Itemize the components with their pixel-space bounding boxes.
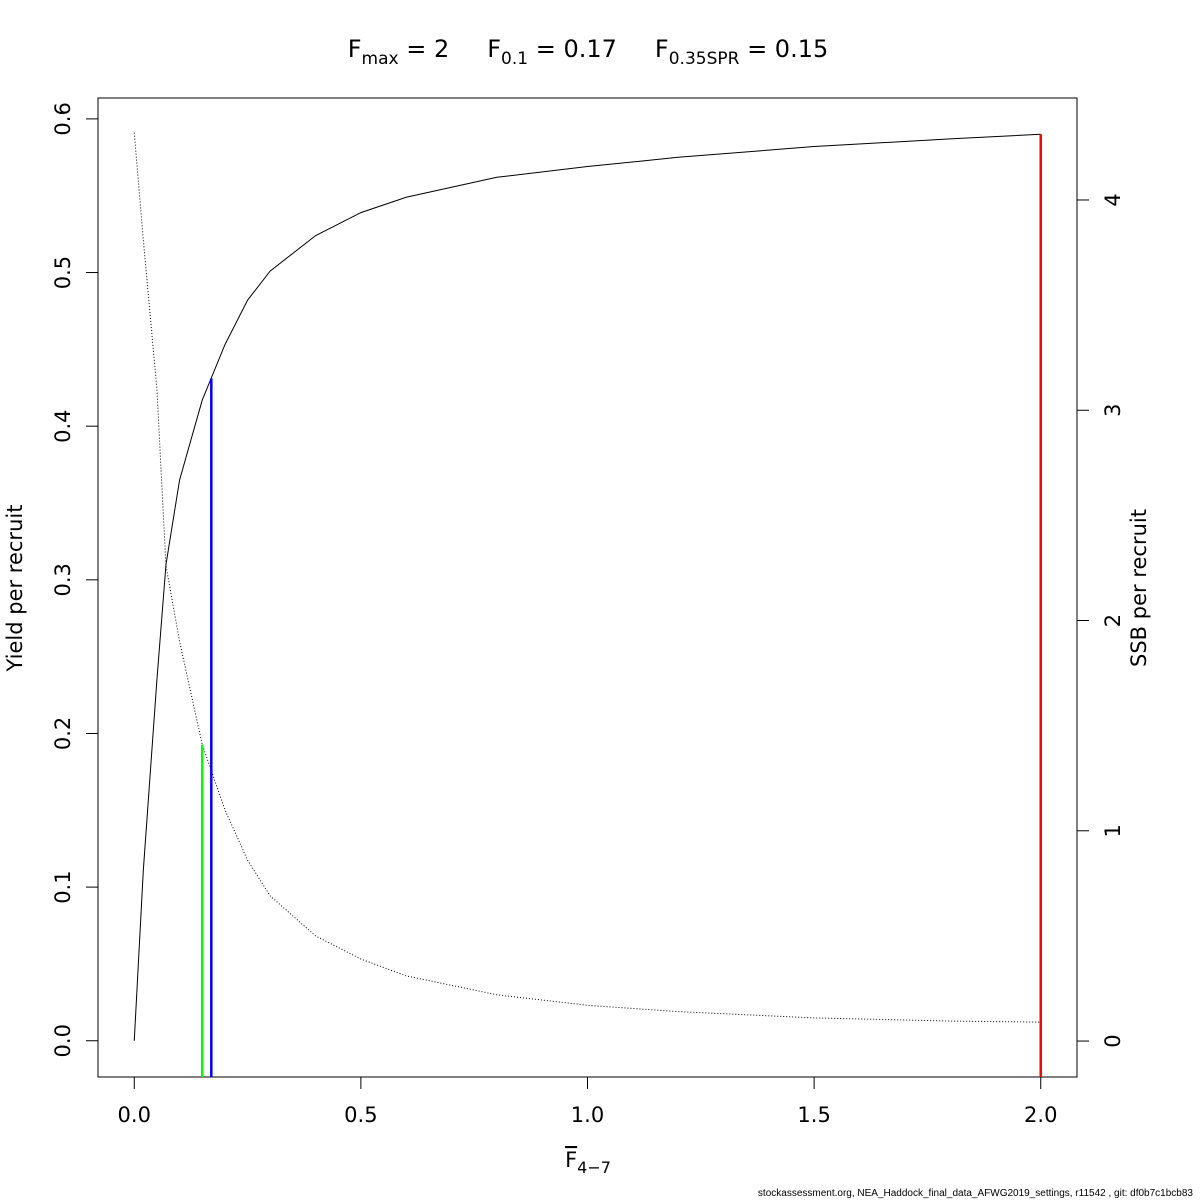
x-tick-label: 2.0 xyxy=(1024,1103,1057,1127)
y-tick-label: 0.5 xyxy=(51,256,75,289)
x-tick-label: 1.0 xyxy=(571,1103,604,1127)
y2-tick-label: 3 xyxy=(1101,404,1125,417)
y-tick-label: 0.2 xyxy=(51,717,75,750)
x-tick-label: 0.0 xyxy=(118,1103,151,1127)
y-axis-label: Yield per recruit xyxy=(3,505,27,673)
y2-tick-label: 0 xyxy=(1101,1034,1125,1047)
data-line xyxy=(133,133,1041,1041)
x-label-symbol: F xyxy=(565,1148,577,1172)
data-line xyxy=(133,132,1041,1023)
x-tick-label: 1.5 xyxy=(797,1103,830,1127)
y-tick-label: 0.4 xyxy=(51,409,75,442)
title-symbol: F xyxy=(655,35,669,63)
x-tick-label: 0.5 xyxy=(344,1103,377,1127)
title-subscript: 0.1 xyxy=(501,49,528,69)
plot-frame xyxy=(97,97,1078,1078)
y-tick-label: 0.0 xyxy=(51,1024,75,1057)
title-symbol: F xyxy=(348,35,362,63)
title-subscript: 0.35SPR xyxy=(669,49,740,69)
title-value: = 0.15 xyxy=(739,35,828,63)
y-tick-label: 0.6 xyxy=(51,102,75,135)
x-label-subscript: 4−7 xyxy=(577,1158,611,1177)
y2-tick-label: 4 xyxy=(1101,193,1125,206)
x-axis-label: F4−7 xyxy=(565,1148,611,1177)
y2-axis-label: SSB per recruit xyxy=(1127,509,1151,667)
y2-tick-label: 1 xyxy=(1101,824,1125,837)
y-tick-label: 0.1 xyxy=(51,870,75,903)
title-value: = 0.17 xyxy=(528,35,617,63)
y2-tick-label: 2 xyxy=(1101,614,1125,627)
footer: stockassessment.org, NEA_Haddock_final_d… xyxy=(758,1188,1194,1199)
title-value: = 2 xyxy=(399,35,450,63)
title-subscript: max xyxy=(362,49,399,69)
chart-title: Fmax = 2 F0.1 = 0.17 F0.35SPR = 0.15 xyxy=(348,35,829,69)
y-tick-label: 0.3 xyxy=(51,563,75,596)
title-symbol: F xyxy=(487,35,501,63)
